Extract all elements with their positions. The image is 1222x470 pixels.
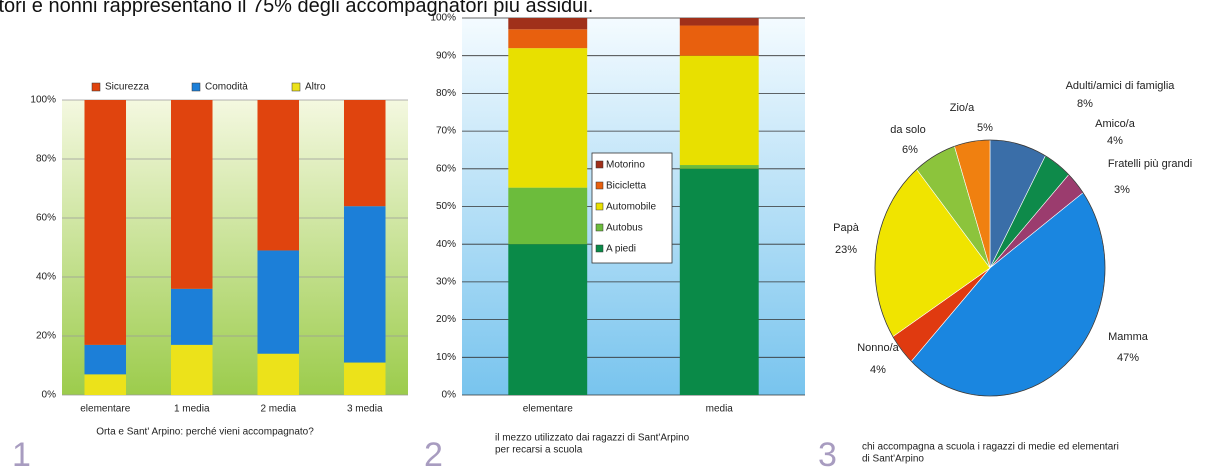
bar-segment bbox=[170, 344, 213, 395]
y-tick-label: 0% bbox=[42, 390, 57, 401]
y-tick-label: 30% bbox=[436, 277, 456, 288]
x-tick-label: 3 media bbox=[347, 404, 383, 415]
y-tick-label: 70% bbox=[436, 126, 456, 137]
slice-label: Fratelli più grandi bbox=[1108, 158, 1192, 170]
y-tick-label: 0% bbox=[442, 390, 457, 401]
chart-caption: chi accompagna a scuola i ragazzi di med… bbox=[862, 442, 1119, 453]
bar-segment bbox=[343, 206, 386, 363]
slice-value-label: 8% bbox=[1077, 98, 1093, 110]
y-tick-label: 80% bbox=[436, 88, 456, 99]
bar-segment bbox=[508, 18, 588, 30]
bar-segment bbox=[508, 244, 588, 395]
y-tick-label: 40% bbox=[36, 272, 56, 283]
legend-label: Altro bbox=[305, 82, 326, 93]
panel-number: 1 bbox=[12, 436, 31, 470]
bar-segment bbox=[170, 100, 213, 289]
bar-segment bbox=[84, 100, 127, 345]
chart-caption: di Sant'Arpino bbox=[862, 454, 924, 465]
header-text: itori e nonni rappresentano il 75% degli… bbox=[0, 0, 593, 17]
bar-segment bbox=[508, 187, 588, 245]
slice-value-label: 6% bbox=[902, 144, 918, 156]
x-tick-label: elementare bbox=[523, 404, 573, 415]
chart-caption: Orta e Sant' Arpino: perché vieni accomp… bbox=[96, 427, 314, 438]
x-tick-label: 1 media bbox=[174, 404, 210, 415]
legend-label: Automobile bbox=[606, 202, 656, 213]
slice-label: Adulti/amici di famiglia bbox=[1066, 80, 1176, 92]
y-tick-label: 40% bbox=[436, 239, 456, 250]
panel-number: 2 bbox=[424, 436, 443, 470]
slice-value-label: 4% bbox=[870, 364, 886, 376]
bar-segment bbox=[679, 165, 759, 169]
legend-swatch bbox=[595, 202, 604, 211]
bar-segment bbox=[679, 168, 759, 395]
y-tick-label: 20% bbox=[436, 314, 456, 325]
bar-segment bbox=[679, 18, 759, 26]
bar-segment bbox=[343, 362, 386, 395]
y-tick-label: 100% bbox=[430, 13, 456, 24]
legend-label: Sicurezza bbox=[105, 82, 149, 93]
bar-segment bbox=[84, 344, 127, 375]
x-tick-label: elementare bbox=[80, 404, 130, 415]
bar-segment bbox=[257, 250, 300, 354]
legend-label: Comodità bbox=[205, 82, 248, 93]
bar-segment bbox=[679, 25, 759, 56]
legend-swatch bbox=[595, 160, 604, 169]
bar-segment bbox=[84, 374, 127, 395]
bar-segment bbox=[508, 29, 588, 49]
bar-segment bbox=[343, 100, 386, 207]
chart-caption: per recarsi a scuola bbox=[495, 445, 583, 456]
y-tick-label: 90% bbox=[436, 50, 456, 61]
legend-label: Bicicletta bbox=[606, 181, 646, 192]
slice-label: da solo bbox=[890, 124, 925, 136]
y-tick-label: 60% bbox=[36, 213, 56, 224]
slice-value-label: 4% bbox=[1107, 135, 1123, 147]
legend-swatch bbox=[91, 82, 101, 92]
slice-value-label: 5% bbox=[977, 122, 993, 134]
slice-label: Zio/a bbox=[950, 102, 975, 114]
legend-swatch bbox=[291, 82, 301, 92]
bar-segment bbox=[679, 55, 759, 166]
bar-segment bbox=[257, 100, 300, 251]
y-tick-label: 20% bbox=[36, 331, 56, 342]
slice-label: Amico/a bbox=[1095, 118, 1136, 130]
pie-outline bbox=[874, 139, 1106, 397]
legend-box bbox=[591, 152, 673, 264]
legend-label: A piedi bbox=[606, 244, 636, 255]
legend-swatch bbox=[595, 223, 604, 232]
chart-caption: il mezzo utilizzato dai ragazzi di Sant'… bbox=[495, 433, 690, 444]
y-tick-label: 100% bbox=[30, 95, 56, 106]
slice-label: Papà bbox=[833, 222, 860, 234]
slice-label: Nonno/a bbox=[857, 342, 899, 354]
x-tick-label: media bbox=[706, 404, 734, 415]
bar-segment bbox=[508, 48, 588, 188]
x-tick-label: 2 media bbox=[260, 404, 296, 415]
y-tick-label: 10% bbox=[436, 352, 456, 363]
legend-label: Motorino bbox=[606, 160, 645, 171]
legend-label: Autobus bbox=[606, 223, 643, 234]
y-tick-label: 60% bbox=[436, 163, 456, 174]
slice-value-label: 3% bbox=[1114, 184, 1130, 196]
slice-label: Mamma bbox=[1108, 331, 1149, 343]
y-tick-label: 50% bbox=[436, 201, 456, 212]
bar-segment bbox=[170, 288, 213, 345]
legend-swatch bbox=[595, 244, 604, 253]
bar-segment bbox=[257, 353, 300, 395]
slice-value-label: 47% bbox=[1117, 352, 1139, 364]
legend-swatch bbox=[595, 181, 604, 190]
panel-number: 3 bbox=[818, 436, 837, 470]
legend-swatch bbox=[191, 82, 201, 92]
y-tick-label: 80% bbox=[36, 154, 56, 165]
slice-value-label: 23% bbox=[835, 244, 857, 256]
